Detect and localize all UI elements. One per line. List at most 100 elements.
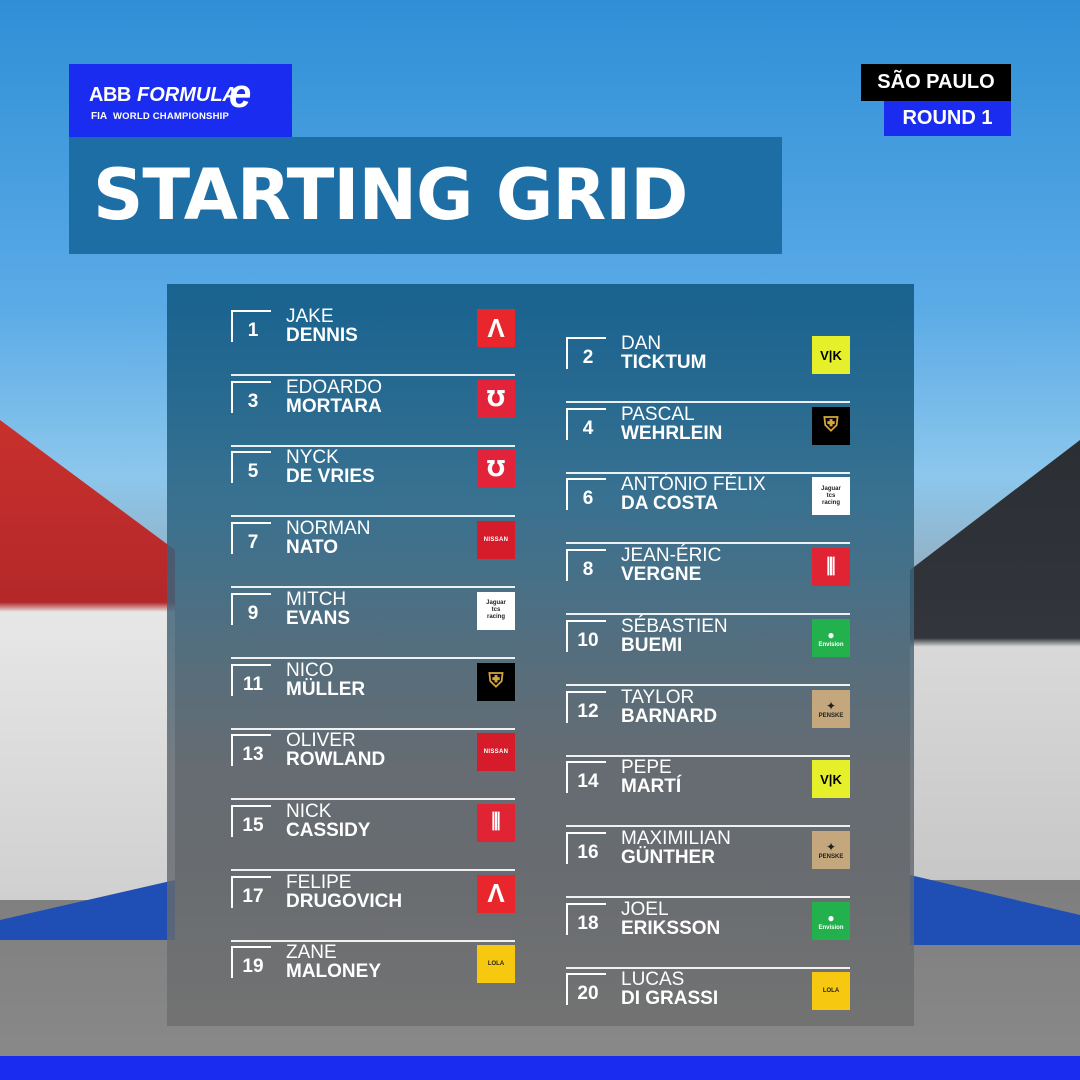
grid-position-frame: 2 [566, 337, 606, 369]
envision-logo-icon: ● Envision [812, 618, 850, 657]
jaguar-logo-text: tcs [491, 607, 501, 614]
envision-logo-text: Envision [818, 924, 844, 931]
grid-position-frame: 19 [231, 946, 271, 979]
driver-last-name: DRUGOVICH [286, 890, 403, 912]
grid-position-frame: 4 [566, 407, 606, 440]
andretti-logo-icon: Λ [477, 309, 515, 347]
grid-position-frame: 10 [566, 619, 606, 652]
grid-position-frame: 7 [231, 522, 271, 555]
driver-last-name: DI GRASSI [621, 988, 719, 1010]
jaguar-tcs-logo-icon: Jaguar tcs racing [812, 477, 850, 516]
driver-last-name: ROWLAND [286, 749, 386, 771]
grid-position: 9 [247, 602, 259, 624]
mahindra-logo-icon: ℧ [477, 379, 515, 418]
driver-first-name: LUCAS [621, 969, 685, 991]
driver-last-name: DENNIS [286, 325, 358, 346]
driver-first-name: JEAN-ÉRIC [621, 545, 722, 567]
grid-slot: 3 EDOARDO MORTARA ℧ [231, 377, 515, 447]
driver-last-name: WEHRLEIN [621, 422, 723, 444]
formula-e-logo: ABB FORMULA e FIA WORLD CHAMPIONSHIP [69, 64, 292, 137]
citroen-logo-icon: ⫼ [812, 548, 850, 587]
grid-position-frame: 3 [231, 380, 271, 413]
cupra-kiro-logo-icon: V|K [812, 336, 850, 374]
grid-position: 2 [582, 347, 594, 368]
grid-slot: 13 OLIVER ROWLAND NISSAN [231, 730, 515, 801]
cupra-kiro-logo-icon: V|K [812, 760, 850, 799]
grid-position: 16 [577, 841, 599, 863]
driver-first-name: MAXIMILIAN [621, 827, 731, 849]
driver-last-name: EVANS [286, 607, 351, 629]
grid-slot: 12 TAYLOR BARNARD ✦ PENSKE [566, 687, 850, 757]
grid-position-frame: 11 [231, 663, 271, 696]
driver-last-name: DA COSTA [621, 493, 719, 515]
grid-position: 18 [577, 912, 599, 934]
nissan-logo-text: NISSAN [483, 749, 509, 756]
driver-first-name: JAKE [286, 306, 334, 327]
driver-last-name: GÜNTHER [621, 846, 715, 868]
driver-last-name: DE VRIES [286, 466, 375, 488]
grid-slot: 9 MITCH EVANS Jaguar tcs racing [231, 589, 515, 659]
driver-first-name: PASCAL [621, 403, 695, 425]
andretti-garage-background [0, 420, 175, 900]
driver-last-name: VERGNE [621, 564, 702, 586]
grid-slot: 2 DAN TICKTUM V|K [566, 333, 850, 403]
ds-penske-logo-icon: ✦ PENSKE [812, 830, 850, 869]
grid-position: 11 [242, 673, 264, 695]
mahindra-logo-icon: ℧ [477, 450, 515, 489]
grid-position: 15 [242, 814, 264, 836]
grid-slot: 5 NYCK DE VRIES ℧ [231, 447, 515, 518]
driver-first-name: JOEL [621, 898, 669, 920]
grid-slot: 15 NICK CASSIDY ⫼ [231, 801, 515, 871]
driver-last-name: MÜLLER [286, 678, 366, 700]
grid-slot: 18 JOEL ERIKSSON ● Envision [566, 899, 850, 969]
driver-first-name: MITCH [286, 588, 347, 610]
grid-slot: 17 FELIPE DRUGOVICH Λ [231, 872, 515, 942]
grid-position: 3 [247, 390, 259, 412]
grid-slot: 11 NICO MÜLLER ⛨ [231, 660, 515, 730]
grid-slot: 14 PEPE MARTÍ V|K [566, 757, 850, 828]
grid-position-frame: 5 [231, 451, 271, 484]
logo-formula-text: FORMULA [137, 84, 237, 106]
driver-first-name: DAN [621, 333, 662, 354]
driver-first-name: NICO [286, 659, 334, 681]
grid-position: 19 [242, 956, 264, 978]
driver-last-name: TICKTUM [621, 352, 707, 373]
grid-position: 20 [577, 983, 599, 1005]
grid-slot: 7 NORMAN NATO NISSAN [231, 518, 515, 589]
grid-position-frame: 14 [566, 761, 606, 794]
lola-logo-text: LOLA [487, 961, 505, 968]
page-title: STARTING GRID [93, 154, 688, 236]
cupra-logo-text: V|K [820, 347, 842, 363]
driver-last-name: MORTARA [286, 395, 382, 417]
driver-last-name: MARTÍ [621, 776, 682, 798]
city-badge: SÃO PAULO [861, 64, 1011, 101]
driver-first-name: EDOARDO [286, 376, 383, 398]
grid-slot: 16 MAXIMILIAN GÜNTHER ✦ PENSKE [566, 828, 850, 898]
grid-position: 5 [247, 461, 259, 483]
grid-position: 7 [247, 532, 259, 554]
penske-logo-text: PENSKE [818, 853, 844, 860]
jaguar-logo-text: Jaguar [486, 600, 506, 607]
logo-fia-text: FIA [91, 111, 108, 122]
grid-position-frame: 16 [566, 831, 606, 864]
driver-first-name: NICK [286, 800, 332, 822]
driver-last-name: NATO [286, 537, 339, 559]
title-banner: STARTING GRID [69, 137, 782, 254]
driver-first-name: NORMAN [286, 518, 371, 540]
driver-first-name: NYCK [286, 447, 339, 469]
driver-last-name: MALONEY [286, 961, 381, 983]
jaguar-logo-text: racing [821, 499, 840, 506]
grid-position: 1 [247, 320, 259, 341]
lola-logo-icon: LOLA [812, 972, 850, 1011]
porsche-logo-icon: ⛨ [812, 406, 850, 445]
driver-last-name: BUEMI [621, 634, 683, 656]
driver-first-name: PEPE [621, 757, 672, 779]
jaguar-logo-text: Jaguar [821, 485, 841, 492]
driver-first-name: FELIPE [286, 871, 352, 893]
lola-logo-text: LOLA [822, 988, 840, 995]
driver-last-name: CASSIDY [286, 819, 371, 841]
grid-position-frame: 18 [566, 902, 606, 935]
grid-position-frame: 13 [231, 734, 271, 767]
grid-slot: 1 JAKE DENNIS Λ [231, 306, 515, 376]
envision-logo-text: Envision [818, 641, 844, 648]
